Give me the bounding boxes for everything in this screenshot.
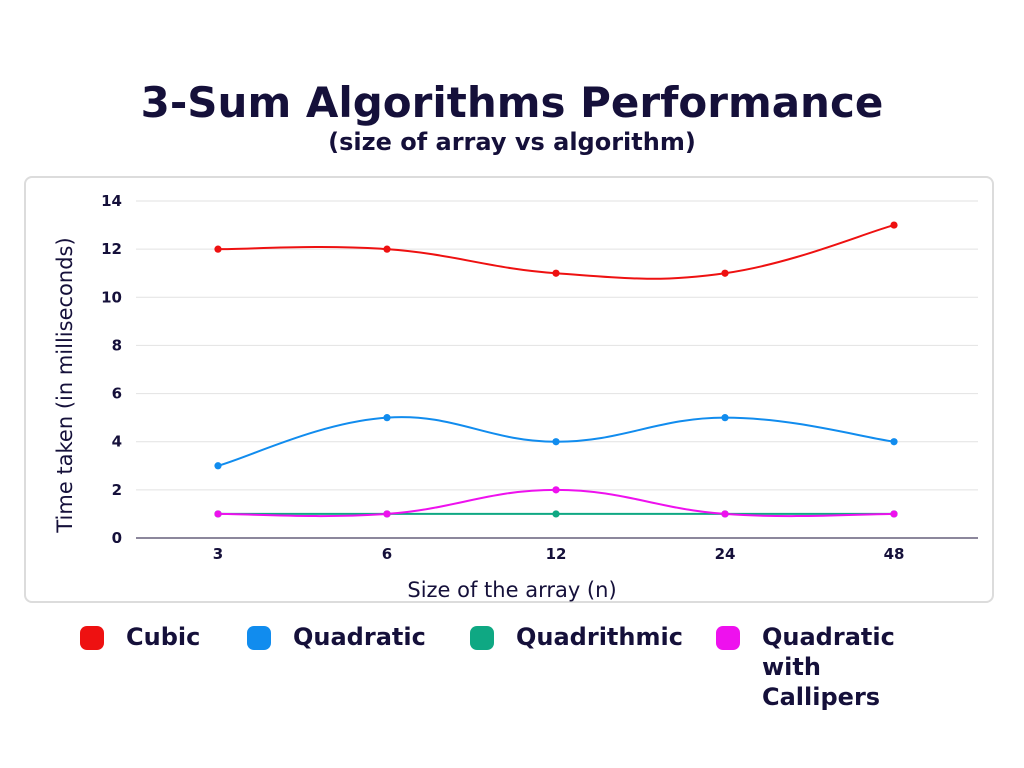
legend-swatch [247,626,271,650]
legend: Cubic Quadratic Quadrithmic Quadratic with … [0,622,1024,732]
x-tick-label: 3 [213,545,223,563]
series-point-1 [721,414,729,422]
x-tick-label: 24 [715,545,736,563]
x-tick-label: 48 [884,545,905,563]
series-point-3 [214,510,222,518]
series-point-1 [552,438,560,446]
series-point-0 [383,245,391,253]
y-tick-label: 4 [112,433,122,451]
legend-label: Cubic [126,623,201,651]
legend-label: Quadratic with Callipers [762,623,895,711]
y-tick-label: 0 [112,529,122,547]
legend-item: Cubic [80,622,200,652]
series-point-3 [552,486,560,494]
chart-subtitle: (size of array vs algorithm) [328,128,696,156]
x-tick-labels: 3 6 12 24 48 [213,545,905,563]
y-tick-label: 10 [101,288,122,306]
series-point-0 [721,269,729,277]
series-point-0 [890,221,898,229]
series-point-0 [552,269,560,277]
series-point-1 [890,438,898,446]
series-point-3 [890,510,898,518]
legend-swatch [716,626,740,650]
y-tick-label: 12 [101,240,122,258]
y-tick-label: 2 [112,481,122,499]
y-tick-label: 8 [112,336,122,354]
y-tick-label: 6 [112,385,122,403]
series-point-2 [552,510,560,518]
legend-item: Quadratic [247,622,426,652]
series-point-0 [214,245,222,253]
x-tick-label: 12 [546,545,567,563]
legend-item: Quadratic with Callipers [716,622,912,712]
y-axis-label: Time taken (in milliseconds) [53,237,77,533]
legend-swatch [470,626,494,650]
series-point-3 [721,510,729,518]
x-axis-label: Size of the array (n) [407,578,616,602]
legend-label: Quadrithmic [516,623,683,651]
series-point-1 [383,414,391,422]
legend-item: Quadrithmic [470,622,683,652]
series-points [214,221,898,518]
x-tick-label: 6 [382,545,392,563]
series-lines [217,224,895,518]
chart-panel [24,176,994,603]
legend-swatch [80,626,104,650]
y-tick-label: 14 [101,192,122,210]
chart-title: 3-Sum Algorithms Performance [140,78,884,127]
legend-label: Quadratic [293,623,426,651]
y-tick-labels: 0 2 4 6 8 10 12 14 [101,192,122,547]
series-point-3 [383,510,391,518]
series-point-1 [214,462,222,470]
